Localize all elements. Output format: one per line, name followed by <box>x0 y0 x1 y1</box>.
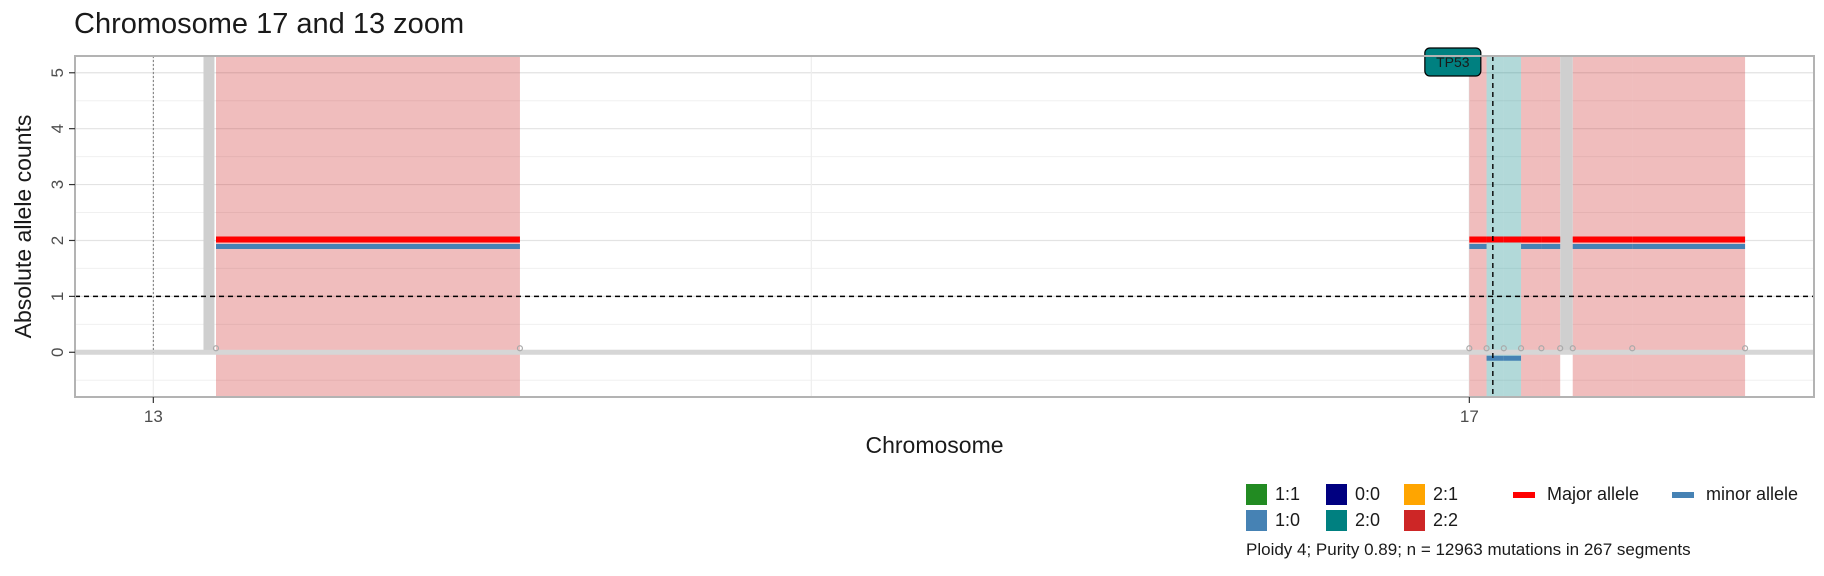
y-axis-title: Absolute allele counts <box>10 115 36 339</box>
legend-swatch <box>1404 484 1425 505</box>
legend-label: 2:0 <box>1355 510 1380 531</box>
legend-line-swatch <box>1672 492 1694 498</box>
caption: Ploidy 4; Purity 0.89; n = 12963 mutatio… <box>1246 540 1691 560</box>
gap-bar <box>1560 56 1573 352</box>
y-tick-label: 2 <box>48 236 67 245</box>
legend-item-cnv-2-0: 2:0 <box>1326 510 1380 531</box>
legend-label: 2:1 <box>1433 484 1458 505</box>
cnv-segment-shade <box>1541 56 1560 397</box>
legend-swatch <box>1404 510 1425 531</box>
legend-item-cnv-1-0: 1:0 <box>1246 510 1300 531</box>
legend-item-major-allele: Major allele <box>1513 484 1639 505</box>
legend-swatch <box>1246 510 1267 531</box>
legend-label: 2:2 <box>1433 510 1458 531</box>
cnv-segment-shade <box>1504 56 1521 397</box>
gap-bar <box>203 56 214 352</box>
legend-label: Major allele <box>1547 484 1639 505</box>
legend-label: minor allele <box>1706 484 1798 505</box>
cnv-segment-shade <box>216 56 520 397</box>
legend-swatch <box>1246 484 1267 505</box>
legend-item-minor-allele: minor allele <box>1672 484 1798 505</box>
legend-line-swatch <box>1513 492 1535 498</box>
legend-label: 1:0 <box>1275 510 1300 531</box>
legend-label: 1:1 <box>1275 484 1300 505</box>
y-tick-label: 5 <box>48 68 67 77</box>
y-tick-label: 1 <box>48 292 67 301</box>
cnv-segment-shade <box>1469 56 1486 397</box>
legend-item-cnv-1-1: 1:1 <box>1246 484 1300 505</box>
legend-swatch <box>1326 510 1347 531</box>
y-tick-label: 3 <box>48 180 67 189</box>
x-tick-label: 13 <box>144 407 163 426</box>
legend-item-cnv-0-0: 0:0 <box>1326 484 1380 505</box>
legend: 1:1 1:0 0:0 2:0 2:1 2:2 Major allele minor alle… <box>1246 484 1816 544</box>
legend-item-cnv-2-2: 2:2 <box>1404 510 1458 531</box>
cnv-segment-shade <box>1632 56 1745 397</box>
legend-swatch <box>1326 484 1347 505</box>
x-tick-label: 17 <box>1460 407 1479 426</box>
cnv-segment-shade <box>1573 56 1633 397</box>
y-tick-label: 0 <box>48 348 67 357</box>
cnv-segment-shade <box>1487 56 1504 397</box>
legend-item-cnv-2-1: 2:1 <box>1404 484 1458 505</box>
y-tick-label: 4 <box>48 124 67 133</box>
x-axis-title: Chromosome <box>865 432 1003 458</box>
legend-label: 0:0 <box>1355 484 1380 505</box>
cnv-segment-shade <box>1521 56 1541 397</box>
